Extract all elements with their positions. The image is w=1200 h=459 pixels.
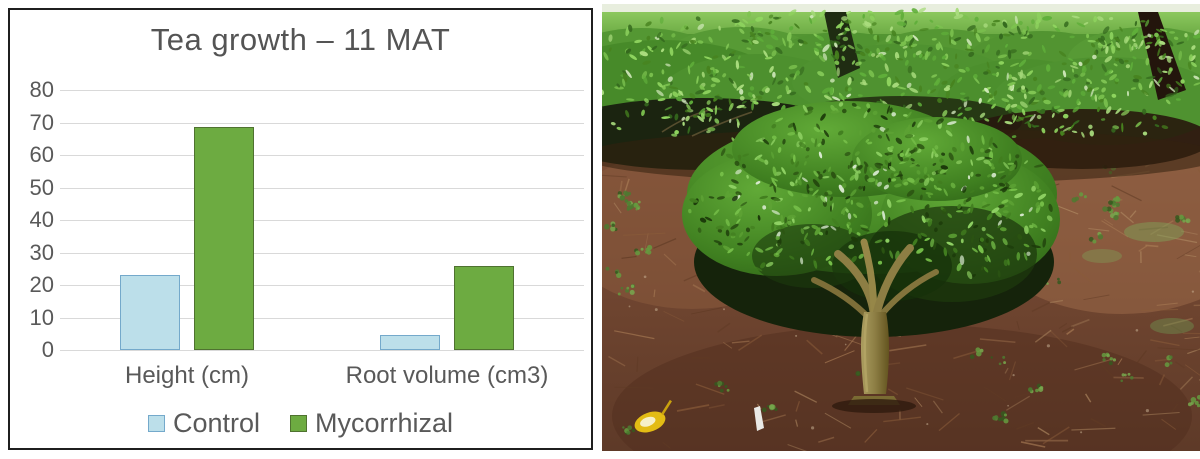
legend-label: Mycorrhizal (315, 408, 454, 438)
legend-label: Control (172, 408, 260, 438)
hedge-leaf-texture (602, 7, 1200, 144)
y-tick-label: 20 (29, 272, 54, 297)
tea-bush-trunk (811, 238, 939, 413)
y-gridline (60, 285, 584, 286)
tea-growth-bar-chart: Tea growth – 11 MAT Control Mycorrhizal 0… (8, 8, 593, 450)
photo-scene (602, 4, 1200, 451)
y-tick-label: 50 (29, 174, 54, 200)
y-tick-label: 70 (29, 109, 54, 135)
y-gridline (60, 187, 584, 189)
y-tick-label: 0 (41, 337, 54, 362)
y-tick-label: 30 (29, 239, 54, 265)
white-litter (754, 406, 764, 431)
y-gridline (60, 252, 584, 254)
chart-title: Tea growth – 11 MAT (150, 22, 451, 57)
chart-legend: Control Mycorrhizal (10, 408, 591, 439)
y-tick-label: 80 (29, 77, 54, 102)
y-tick-label: 60 (29, 142, 54, 167)
x-category-label-height-cm: Height (cm) (124, 362, 250, 389)
y-tick-label: 40 (29, 207, 54, 232)
y-gridline (60, 317, 584, 319)
legend-item-control: Control (147, 408, 260, 439)
y-gridline (60, 220, 584, 221)
bar-mycorrhizal-root-volume-cm3 (454, 265, 514, 350)
bar-control-height-cm (120, 275, 180, 350)
bar-mycorrhizal-height-cm (194, 127, 254, 350)
legend-swatch (290, 415, 307, 432)
y-gridline (60, 122, 584, 124)
ground-litter (634, 222, 1194, 433)
y-tick-label: 10 (29, 304, 54, 330)
legend-swatch (147, 415, 165, 432)
x-category-label-root-volume-cm3: Root volume (cm3) (345, 362, 549, 389)
y-gridline (60, 155, 584, 156)
legend-item-mycorrhizal: Mycorrhizal (290, 408, 453, 439)
bar-control-root-volume-cm3 (380, 335, 440, 350)
bush-leaf-texture (688, 102, 1053, 280)
yellow-leaf (634, 399, 672, 433)
y-gridline (60, 90, 584, 91)
soil-weeds (604, 164, 1200, 435)
tea-plantation-photo (602, 4, 1200, 451)
y-gridline (60, 350, 584, 351)
tea-bush (682, 101, 1060, 413)
